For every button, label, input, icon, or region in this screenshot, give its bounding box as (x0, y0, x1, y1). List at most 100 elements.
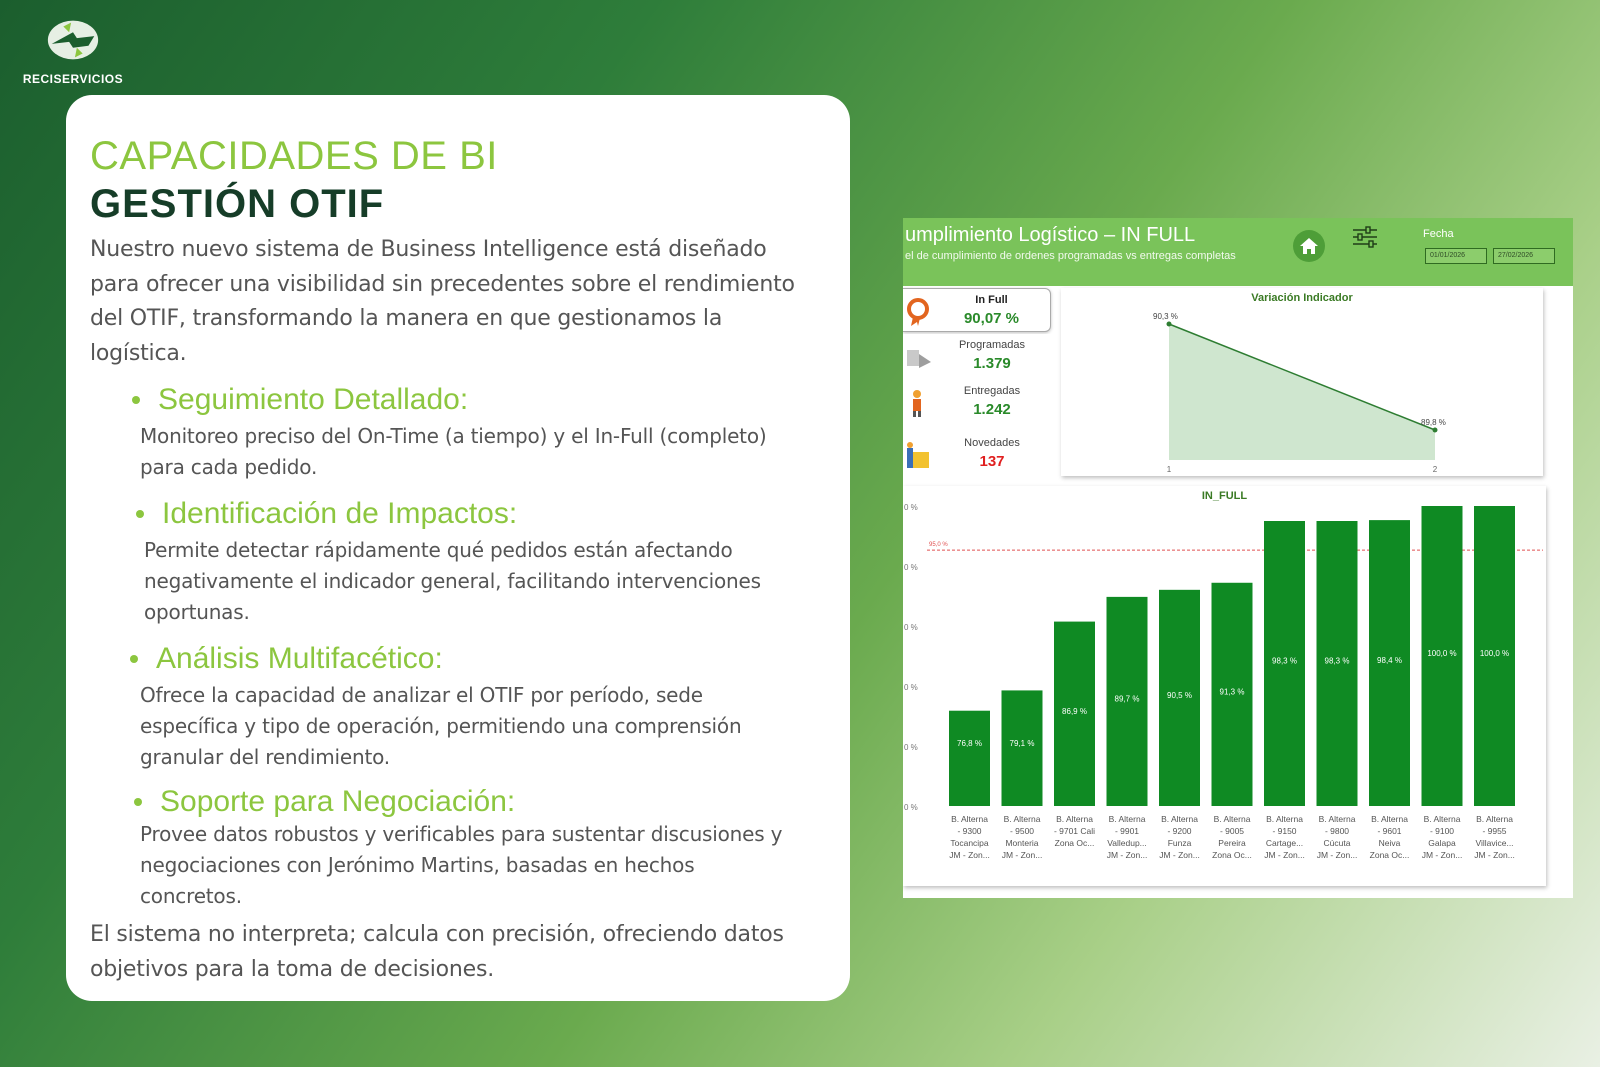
home-button[interactable] (1293, 230, 1325, 262)
bar-data-label: 100,0 % (1427, 649, 1456, 658)
bar (949, 710, 990, 806)
bar-data-label: 89,7 % (1115, 694, 1140, 703)
x-category-label: B. Alterna (1056, 814, 1093, 824)
y-tick-label: 0 % (904, 743, 918, 752)
data-point (1166, 321, 1172, 327)
x-category-label: - 9100 (1430, 826, 1454, 836)
kpi-programadas[interactable]: Programadas 1.379 (903, 334, 1051, 378)
variacion-title: Variación Indicador (1251, 292, 1353, 304)
pallet-truck-icon (907, 350, 931, 368)
bullet-body: Provee datos robustos y verificables par… (140, 819, 828, 912)
x-category-label: B. Alterna (1371, 814, 1408, 824)
x-category-label: - 9901 (1115, 826, 1139, 836)
bullet-body: Ofrece la capacidad de analizar el OTIF … (140, 680, 828, 773)
x-category-label: - 9701 Cali (1054, 826, 1095, 836)
intro-line: del OTIF, transformando la manera en que… (90, 306, 723, 331)
bar-data-label: 98,3 % (1272, 657, 1297, 666)
worker-boxes-icon (907, 442, 929, 468)
kpi-novedades[interactable]: Novedades 137 (903, 432, 1051, 476)
x-category-label: - 9601 (1377, 826, 1401, 836)
x-category-label: B. Alterna (1161, 814, 1198, 824)
bullet-title: Identificación de Impactos: (162, 497, 518, 530)
kpi-label: In Full (975, 294, 1008, 306)
intro-line: Nuestro nuevo sistema de Business Intell… (90, 237, 767, 262)
bullet-dot-icon (132, 396, 140, 404)
kpi-entregadas[interactable]: Entregadas 1.242 (903, 380, 1051, 424)
x-tick-label: 1 (1167, 465, 1172, 474)
y-tick-label: 0 % (904, 803, 918, 812)
in-full-bar-chart: 0 % 0 % 0 % 0 % 0 % 0 % 95,0 % 76,8 % B. Alterna… (904, 503, 1543, 860)
y-tick-label: 0 % (904, 563, 918, 572)
data-label: 90,3 % (1153, 312, 1178, 321)
bullet-dot-icon (130, 655, 138, 663)
bullet-line: para cada pedido. (140, 455, 318, 479)
bar-data-label: 100,0 % (1480, 649, 1509, 658)
kpi-value: 137 (979, 453, 1005, 470)
x-category-label: JM - Zon... (1264, 850, 1305, 860)
x-category-label: - 9200 (1167, 826, 1191, 836)
kpi-value: 1.242 (973, 401, 1011, 418)
bullet-line: oportunas. (144, 600, 250, 624)
variacion-area-chart: 90,3 % 1 89,8 % 2 (1153, 312, 1446, 474)
intro-line: para ofrecer una visibilidad sin precede… (90, 271, 795, 297)
x-category-label: B. Alterna (1004, 814, 1041, 824)
x-category-label: JM - Zon... (1159, 850, 1200, 860)
bar (1106, 596, 1148, 806)
bar-data-label: 98,4 % (1377, 656, 1402, 665)
y-tick-label: 0 % (904, 683, 918, 692)
x-category-label: - 9500 (1010, 826, 1034, 836)
x-category-label: Cúcuta (1324, 838, 1351, 848)
x-category-label: B. Alterna (1266, 814, 1303, 824)
intro-line: logística. (90, 340, 187, 366)
bar-data-label: 76,8 % (957, 739, 982, 748)
x-category-label: Pereira (1218, 838, 1246, 848)
medal-icon (907, 298, 929, 326)
bullet-body: Monitoreo preciso del On-Time (a tiempo)… (140, 421, 828, 483)
x-category-label: Zona Oc... (1055, 838, 1095, 848)
variacion-indicador-panel: Variación Indicador 90,3 % 1 89,8 % 2 (1061, 288, 1543, 476)
bullet-line: concretos. (140, 884, 242, 908)
x-category-label: - 9150 (1272, 826, 1296, 836)
x-category-label: Zona Oc... (1370, 850, 1410, 860)
bullet-dot-icon (134, 798, 142, 806)
x-category-label: Monteria (1005, 838, 1038, 848)
otif-dashboard: umplimiento Logístico – IN FULL el de cu… (903, 218, 1573, 898)
x-category-label: B. Alterna (1109, 814, 1146, 824)
filter-sliders-icon[interactable] (1351, 226, 1379, 248)
x-category-label: Valledup... (1107, 838, 1147, 848)
bar (1474, 506, 1515, 806)
kpi-value: 90,07 % (963, 310, 1020, 327)
x-category-label: JM - Zon... (1317, 850, 1358, 860)
x-category-label: - 9955 (1482, 826, 1506, 836)
date-to-input[interactable]: 27/02/2026 (1493, 248, 1555, 264)
bullet-line: Permite detectar rápidamente qué pedidos… (144, 538, 733, 562)
data-label: 89,8 % (1421, 418, 1446, 427)
bullet-analisis: Análisis Multifacético: Ofrece la capaci… (130, 642, 828, 773)
bullet-line: granular del rendimiento. (140, 745, 390, 769)
bullet-title: Soporte para Negociación: (160, 785, 516, 818)
x-category-label: - 9800 (1325, 826, 1349, 836)
date-from-input[interactable]: 01/01/2026 (1425, 248, 1487, 264)
recycle-logo-icon (47, 20, 99, 60)
kpi-value: 1.379 (973, 355, 1011, 372)
x-category-label: Neiva (1379, 838, 1401, 848)
x-category-label: Villavice... (1475, 838, 1513, 848)
x-category-label: Cartage... (1266, 838, 1303, 848)
intro-paragraph: Nuestro nuevo sistema de Business Intell… (90, 233, 828, 371)
in-full-bar-panel: IN_FULL 0 % 0 % 0 % 0 % 0 % 0 % 95,0 % 76,8 % B.… (903, 486, 1546, 886)
x-category-label: JM - Zon... (1422, 850, 1463, 860)
closing-line: El sistema no interpreta; calcula con pr… (90, 922, 784, 947)
x-category-label: Zona Oc... (1212, 850, 1252, 860)
card-kicker: CAPACIDADES DE BI (90, 134, 498, 178)
brand-name: RECISERVICIOS (22, 72, 124, 86)
kpi-label: Novedades (964, 437, 1020, 449)
bar (1211, 582, 1253, 806)
x-category-label: Tocancipa (950, 838, 989, 848)
x-category-label: Galapa (1428, 838, 1456, 848)
dashboard-title: umplimiento Logístico – IN FULL (905, 224, 1196, 246)
date-filter-label: Fecha (1423, 228, 1454, 240)
x-category-label: B. Alterna (1319, 814, 1356, 824)
bullet-line: específica y tipo de operación, permitie… (140, 714, 742, 738)
kpi-in-full[interactable]: In Full 90,07 % (903, 288, 1051, 332)
x-category-label: JM - Zon... (949, 850, 990, 860)
